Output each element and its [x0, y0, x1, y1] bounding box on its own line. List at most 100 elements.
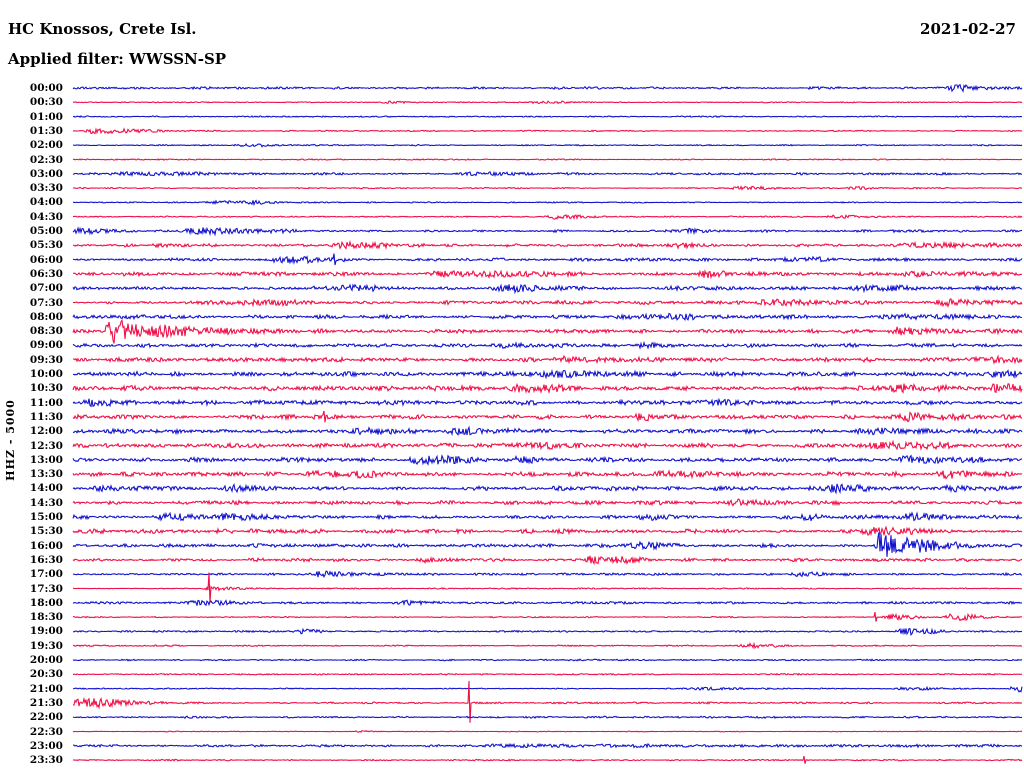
trace-0200 [72, 143, 1023, 148]
time-label-1030: 10:30 [29, 382, 63, 395]
trace-1900 [72, 627, 1023, 637]
time-label-0330: 03:30 [29, 182, 63, 195]
time-label-0730: 07:30 [29, 296, 63, 309]
trace-1000 [72, 369, 1023, 380]
time-label-1630: 16:30 [29, 553, 63, 566]
time-label-1500: 15:00 [29, 511, 63, 523]
time-label-2100: 21:00 [29, 682, 63, 695]
trace-1600 [72, 532, 1023, 557]
trace-2130 [73, 680, 1023, 723]
trace-0300 [72, 170, 1022, 178]
time-label-0200: 02:00 [29, 139, 63, 152]
time-label-0130: 01:30 [29, 124, 63, 137]
trace-1930 [72, 641, 1023, 650]
time-label-0230: 02:30 [29, 153, 63, 166]
time-label-2330: 23:30 [29, 754, 63, 767]
time-label-0600: 06:00 [29, 253, 63, 266]
date-label: 2021-02-27 [920, 20, 1016, 38]
time-label-1830: 18:30 [29, 611, 63, 624]
trace-0330 [72, 185, 1023, 191]
time-label-0100: 01:00 [29, 110, 63, 123]
time-label-1700: 17:00 [29, 568, 63, 581]
time-label-0400: 04:00 [29, 196, 63, 209]
trace-0730 [72, 297, 1023, 308]
time-label-2000: 20:00 [29, 654, 63, 666]
trace-0130 [72, 127, 1023, 135]
time-label-2300: 23:00 [29, 739, 63, 752]
trace-0600 [72, 253, 1023, 266]
trace-0400 [72, 199, 1023, 207]
trace-0230 [72, 158, 1023, 161]
time-label-1100: 11:00 [29, 396, 63, 409]
trace-1300 [72, 454, 1023, 466]
trace-2200 [72, 715, 1023, 720]
trace-2030 [72, 672, 1023, 676]
trace-1730 [73, 572, 1022, 603]
trace-1830 [72, 611, 1023, 622]
trace-1330 [72, 469, 1023, 480]
time-label-0930: 09:30 [29, 353, 63, 366]
time-label-2230: 22:30 [29, 725, 63, 738]
time-label-0700: 07:00 [29, 282, 63, 295]
trace-2000 [72, 658, 1023, 662]
trace-1630 [72, 555, 1023, 566]
time-label-0030: 00:30 [29, 96, 63, 109]
time-label-2030: 20:30 [29, 668, 63, 681]
station-title: HC Knossos, Crete Isl. [8, 20, 197, 38]
time-label-1130: 11:30 [29, 410, 63, 423]
trace-0630 [73, 269, 1023, 280]
filter-label: Applied filter: WWSSN-SP [8, 50, 227, 68]
trace-1530 [72, 525, 1023, 537]
trace-1200 [72, 425, 1023, 437]
trace-0800 [72, 312, 1023, 322]
trace-0830 [72, 318, 1023, 344]
time-label-0800: 08:00 [29, 310, 63, 323]
time-label-1330: 13:30 [29, 468, 63, 481]
trace-0100 [72, 115, 1023, 119]
trace-2100 [72, 685, 1023, 693]
time-label-0630: 06:30 [29, 267, 63, 280]
time-label-0900: 09:00 [29, 339, 63, 352]
trace-2330 [72, 755, 1023, 764]
trace-0500 [72, 226, 1023, 237]
time-label-1900: 19:00 [29, 625, 63, 638]
time-label-1000: 10:00 [29, 368, 63, 380]
time-label-2200: 22:00 [29, 711, 63, 724]
trace-1400 [72, 483, 1023, 495]
trace-1700 [73, 570, 1023, 579]
trace-0430 [72, 214, 1023, 221]
trace-1130 [72, 410, 1023, 423]
time-label-0530: 05:30 [29, 239, 63, 252]
time-label-0000: 00:00 [29, 82, 63, 94]
trace-1030 [72, 382, 1023, 395]
trace-1500 [72, 511, 1023, 522]
time-label-1730: 17:30 [29, 582, 63, 595]
trace-0030 [72, 100, 1023, 105]
time-label-0430: 04:30 [29, 210, 63, 223]
time-label-1300: 13:00 [29, 453, 63, 466]
time-label-1600: 16:00 [29, 539, 63, 552]
time-label-0500: 05:00 [29, 225, 63, 237]
time-label-1800: 18:00 [29, 596, 63, 609]
trace-0930 [72, 354, 1023, 365]
trace-2230 [73, 730, 1023, 733]
trace-1430 [72, 498, 1023, 507]
trace-0900 [72, 340, 1023, 350]
time-label-1400: 14:00 [29, 482, 63, 495]
trace-0000 [72, 83, 1023, 93]
trace-2300 [72, 742, 1023, 749]
trace-0530 [72, 239, 1023, 250]
time-label-0830: 08:30 [29, 325, 63, 338]
trace-0700 [72, 283, 1023, 295]
time-label-1200: 12:00 [29, 425, 63, 438]
time-label-1230: 12:30 [29, 439, 63, 452]
trace-1800 [72, 599, 1023, 607]
time-label-1930: 19:30 [29, 639, 63, 652]
time-label-2130: 21:30 [29, 696, 63, 709]
trace-1230 [72, 439, 1023, 451]
time-axis: 00:00 00:30 01:00 01:30 02:00 02:30 03:00 03:30… [0, 0, 64, 780]
time-label-1430: 14:30 [29, 496, 63, 509]
time-label-1530: 15:30 [29, 525, 63, 538]
